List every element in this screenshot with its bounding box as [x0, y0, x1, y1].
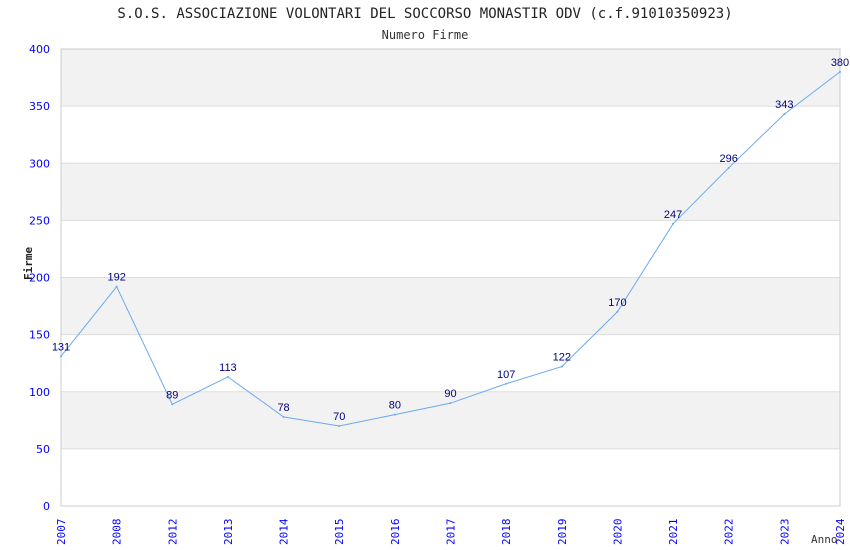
grid-band — [61, 163, 840, 221]
data-point — [171, 403, 174, 406]
data-label: 107 — [497, 369, 515, 381]
chart-title: S.O.S. ASSOCIAZIONE VOLONTARI DEL SOCCOR… — [117, 6, 733, 22]
grid-band — [61, 448, 840, 506]
y-tick-label: 250 — [29, 214, 50, 227]
y-tick-label: 100 — [29, 386, 50, 399]
x-tick-label: 2012 — [166, 519, 179, 546]
data-point — [60, 355, 62, 358]
grid-band — [61, 220, 840, 278]
data-point — [783, 113, 786, 116]
data-label: 70 — [333, 411, 345, 423]
grid-band — [61, 106, 840, 164]
data-label: 170 — [608, 297, 626, 309]
grid-band — [61, 277, 840, 335]
y-axis-label: Firme — [22, 246, 35, 280]
x-tick-label: 2019 — [556, 519, 569, 546]
data-label: 122 — [553, 352, 571, 364]
data-point — [226, 375, 229, 378]
plot-border — [60, 48, 841, 507]
data-label: 192 — [107, 272, 125, 284]
x-tick-label: 2015 — [333, 519, 346, 546]
data-label: 343 — [775, 99, 793, 111]
y-tick-label: 150 — [29, 329, 50, 342]
data-point — [672, 222, 675, 225]
x-tick-label: 2014 — [278, 518, 291, 545]
x-tick-label: 2024 — [834, 518, 847, 545]
data-label: 78 — [277, 402, 289, 414]
data-point — [839, 70, 841, 73]
x-tick-label: 2018 — [500, 519, 513, 546]
grid-band — [61, 334, 840, 392]
x-tick-label: 2022 — [723, 519, 736, 546]
data-point — [115, 285, 118, 288]
data-point — [449, 402, 452, 405]
grid-band — [61, 49, 840, 107]
y-tick-label: 200 — [29, 272, 50, 285]
data-label: 380 — [831, 57, 849, 69]
x-tick-label: 2016 — [389, 519, 402, 546]
chart-subtitle: Numero Firme — [381, 28, 469, 42]
y-tick-label: 50 — [36, 443, 50, 456]
data-point — [505, 382, 508, 385]
data-point — [338, 425, 341, 428]
x-tick-label: 2023 — [778, 519, 791, 546]
x-tick-label: 2021 — [667, 519, 680, 546]
data-label: 89 — [166, 389, 178, 401]
y-tick-label: 350 — [29, 100, 50, 113]
grid-band — [61, 391, 840, 449]
x-tick-label: 2007 — [55, 519, 68, 546]
y-tick-label: 300 — [29, 157, 50, 170]
x-tick-label: 2013 — [222, 519, 235, 546]
data-label: 90 — [444, 388, 456, 400]
data-point — [727, 166, 730, 169]
data-point — [282, 415, 285, 418]
data-label: 296 — [720, 153, 738, 165]
data-label: 131 — [52, 341, 70, 353]
y-tick-label: 0 — [43, 500, 50, 513]
x-tick-label: 2020 — [611, 519, 624, 546]
data-label: 80 — [389, 400, 401, 412]
data-label: 113 — [219, 362, 237, 374]
y-tick-label: 400 — [29, 43, 50, 56]
x-axis-label: Anno — [811, 533, 838, 546]
data-point — [616, 310, 619, 313]
data-point — [393, 413, 396, 416]
x-tick-label: 2017 — [445, 519, 458, 546]
x-tick-label: 2008 — [111, 519, 124, 546]
data-point — [560, 365, 563, 368]
data-label: 247 — [664, 209, 682, 221]
